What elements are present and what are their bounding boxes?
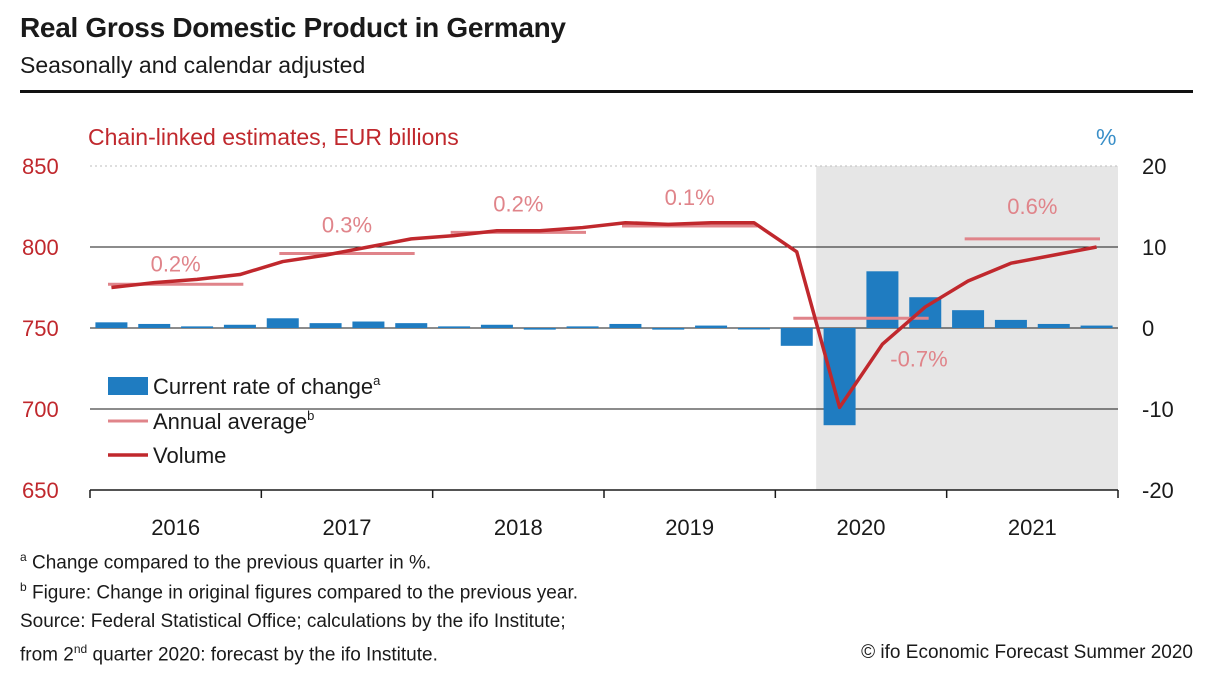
legend-label: Volume bbox=[153, 443, 226, 468]
right-tick-label: -20 bbox=[1142, 478, 1174, 503]
footnote-b-text: Figure: Change in original figures compa… bbox=[31, 582, 578, 604]
left-tick-label: 850 bbox=[22, 154, 59, 179]
footnote-a: a Change compared to the previous quarte… bbox=[20, 550, 431, 574]
footnote-a-mark: a bbox=[20, 550, 27, 564]
legend-label: Annual averageb bbox=[153, 408, 314, 434]
annual-change-label: 0.2% bbox=[151, 251, 201, 276]
footnote-forecast: from 2nd quarter 2020: forecast by the i… bbox=[20, 642, 438, 666]
rate-bar bbox=[652, 328, 685, 330]
year-label: 2019 bbox=[665, 515, 714, 540]
year-label: 2020 bbox=[837, 515, 886, 540]
left-tick-label: 800 bbox=[22, 235, 59, 260]
legend-label: Current rate of changea bbox=[153, 373, 381, 399]
annual-change-label: 0.6% bbox=[1007, 194, 1057, 219]
rate-bar bbox=[737, 328, 770, 330]
rate-bar bbox=[1037, 323, 1070, 328]
rate-bar bbox=[609, 323, 642, 328]
footnote-forecast-pre: from 2 bbox=[20, 644, 74, 666]
right-tick-label: 20 bbox=[1142, 154, 1166, 179]
left-axis-label: Chain-linked estimates, EUR billions bbox=[88, 124, 459, 150]
left-tick-label: 650 bbox=[22, 478, 59, 503]
footnote-source: Source: Federal Statistical Office; calc… bbox=[20, 611, 566, 632]
chart-title: Real Gross Domestic Product in Germany bbox=[20, 12, 566, 43]
left-tick-label: 700 bbox=[22, 397, 59, 422]
year-label: 2021 bbox=[1008, 515, 1057, 540]
rate-bar bbox=[223, 324, 256, 328]
footnote-b: b Figure: Change in original figures com… bbox=[20, 580, 578, 604]
annual-change-label: 0.2% bbox=[493, 191, 543, 216]
legend-footnote-mark: b bbox=[307, 408, 314, 423]
footnote-a-text: Change compared to the previous quarter … bbox=[31, 552, 432, 574]
right-tick-label: 10 bbox=[1142, 235, 1166, 260]
rate-bar bbox=[952, 310, 985, 328]
footnote-b-mark: b bbox=[20, 580, 27, 594]
right-tick-label: -10 bbox=[1142, 397, 1174, 422]
legend-bar-swatch bbox=[108, 377, 148, 395]
rate-bar bbox=[438, 326, 471, 328]
rate-bar bbox=[1080, 325, 1113, 328]
rate-bar bbox=[138, 323, 171, 328]
rate-bar bbox=[266, 318, 299, 328]
rate-bar bbox=[352, 321, 385, 328]
rate-bar bbox=[95, 322, 128, 328]
annual-change-label: -0.7% bbox=[890, 346, 947, 371]
rate-bar bbox=[695, 325, 728, 328]
right-tick-label: 0 bbox=[1142, 316, 1154, 341]
right-axis-label: % bbox=[1096, 124, 1116, 150]
volume-line bbox=[111, 220, 1097, 410]
title-rule bbox=[20, 90, 1193, 93]
year-label: 2018 bbox=[494, 515, 543, 540]
rate-bar bbox=[994, 319, 1027, 328]
footnote-forecast-post: quarter 2020: forecast by the ifo Instit… bbox=[87, 644, 438, 666]
legend-footnote-mark: a bbox=[373, 373, 381, 388]
year-label: 2017 bbox=[323, 515, 372, 540]
rate-bar bbox=[823, 328, 856, 426]
annual-change-label: 0.3% bbox=[322, 212, 372, 237]
footnote-forecast-sup: nd bbox=[73, 642, 88, 656]
left-tick-label: 750 bbox=[22, 316, 59, 341]
rate-bar bbox=[181, 326, 214, 328]
rate-bar bbox=[395, 323, 428, 328]
year-label: 2016 bbox=[151, 515, 200, 540]
chart-subtitle: Seasonally and calendar adjusted bbox=[20, 52, 366, 78]
copyright: © ifo Economic Forecast Summer 2020 bbox=[861, 642, 1193, 663]
rate-bar bbox=[566, 326, 599, 328]
annual-change-label: 0.1% bbox=[665, 185, 715, 210]
rate-bar bbox=[480, 324, 513, 328]
rate-bar bbox=[309, 323, 342, 328]
rate-bar bbox=[523, 328, 556, 330]
rate-bar bbox=[780, 328, 813, 346]
